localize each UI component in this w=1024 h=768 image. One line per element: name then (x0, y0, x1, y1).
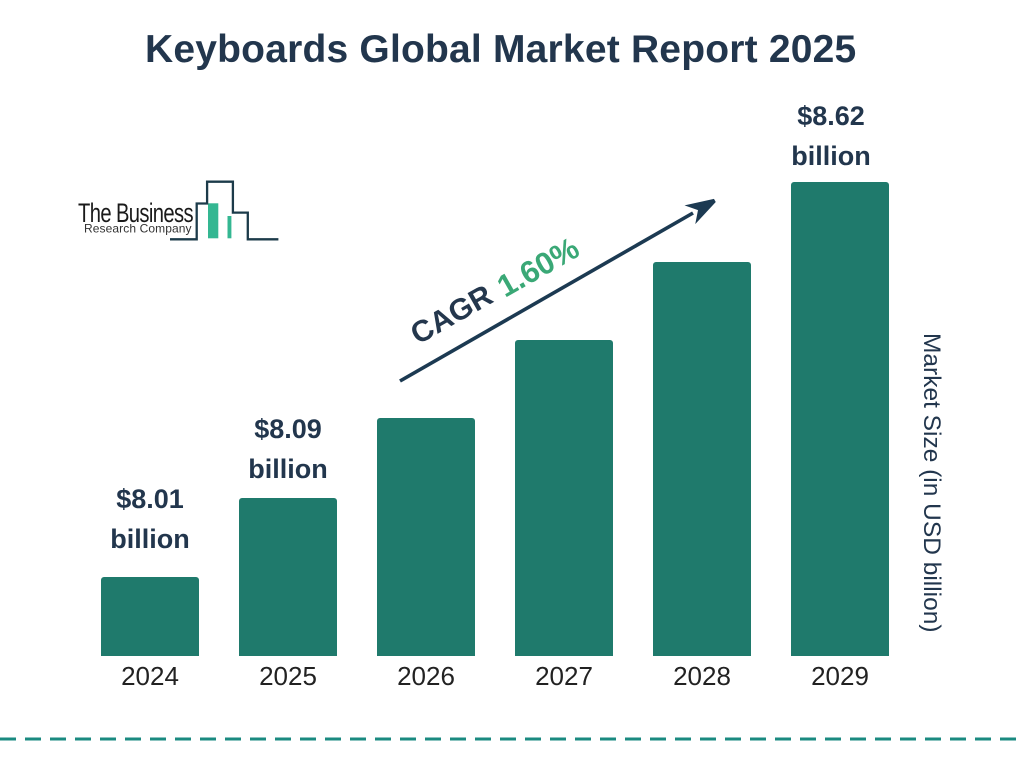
svg-text:1.60%: 1.60% (491, 230, 585, 304)
svg-text:The Business: The Business (78, 198, 193, 228)
svg-text:Research Company: Research Company (84, 222, 192, 236)
svg-text:CAGR: CAGR (405, 279, 498, 351)
